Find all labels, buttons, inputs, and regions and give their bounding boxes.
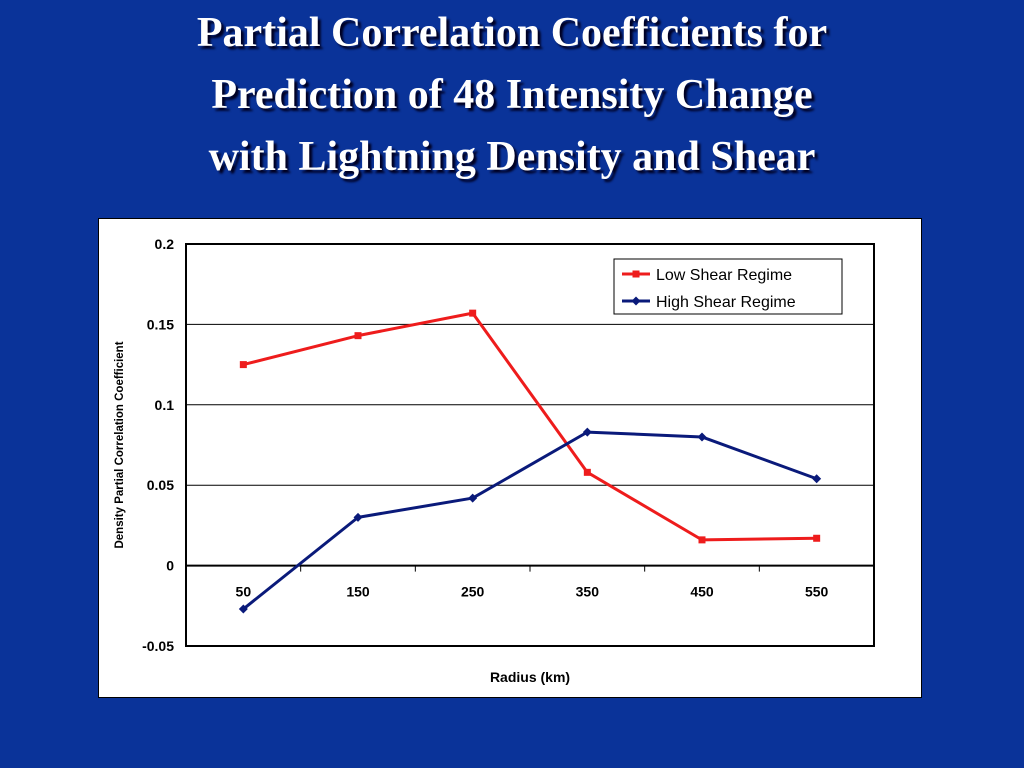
x-tick-label: 50 <box>236 584 252 600</box>
y-axis-title: Density Partial Correlation Coefficient <box>114 341 126 548</box>
y-tick-label: 0.1 <box>155 397 175 413</box>
y-tick-label: -0.05 <box>142 638 174 654</box>
legend-label-high-shear-regime: High Shear Regime <box>656 294 796 311</box>
legend-marker-high-shear-regime <box>631 296 641 306</box>
y-tick-label: 0 <box>166 558 174 574</box>
chart-panel: 0.2 0.15 0.1 0.05 0 -0.05 50 150 250 350 450 550 Rad… <box>98 218 922 698</box>
slide-title-line-1: Partial Correlation Coefficients for <box>196 10 828 56</box>
slide-title-line-3: with Lightning Density and Shear <box>208 134 816 180</box>
y-tick-label: 0.15 <box>147 316 174 332</box>
data-point-high-shear-regime <box>697 432 707 442</box>
x-tick-label: 450 <box>690 584 714 600</box>
series-line-low-shear-regime <box>242 311 817 542</box>
data-point-low-shear-regime <box>354 332 362 340</box>
data-point-low-shear-regime <box>813 534 821 542</box>
data-point-high-shear-regime <box>353 512 363 522</box>
line-chart: 0.2 0.15 0.1 0.05 0 -0.05 50 150 250 350 450 550 Rad… <box>114 236 875 685</box>
data-point-high-shear-regime <box>812 474 822 484</box>
slide-title-line-2: Prediction of 48 Intensity Change <box>211 72 813 118</box>
data-point-high-shear-regime <box>582 427 592 437</box>
data-point-high-shear-regime <box>468 493 478 503</box>
x-tick-label: 150 <box>346 584 370 600</box>
data-point-low-shear-regime <box>583 468 591 476</box>
legend-marker-low-shear-regime <box>632 270 640 278</box>
x-tick-label: 350 <box>576 584 600 600</box>
data-point-low-shear-regime <box>698 536 706 544</box>
slide-title: Partial Correlation Coefficients for Pre… <box>40 2 984 188</box>
y-tick-label: 0.05 <box>147 477 174 493</box>
x-tick-label: 550 <box>805 584 829 600</box>
legend-box <box>613 258 843 315</box>
y-tick-label: 0.2 <box>155 236 175 252</box>
data-point-high-shear-regime <box>238 604 248 614</box>
legend-label-low-shear-regime: Low Shear Regime <box>656 267 792 284</box>
data-point-low-shear-regime <box>469 309 477 317</box>
series-line-high-shear-regime <box>242 430 818 611</box>
x-axis-title: Radius (km) <box>490 669 570 685</box>
x-tick-label: 250 <box>461 584 485 600</box>
data-point-low-shear-regime <box>239 361 247 369</box>
